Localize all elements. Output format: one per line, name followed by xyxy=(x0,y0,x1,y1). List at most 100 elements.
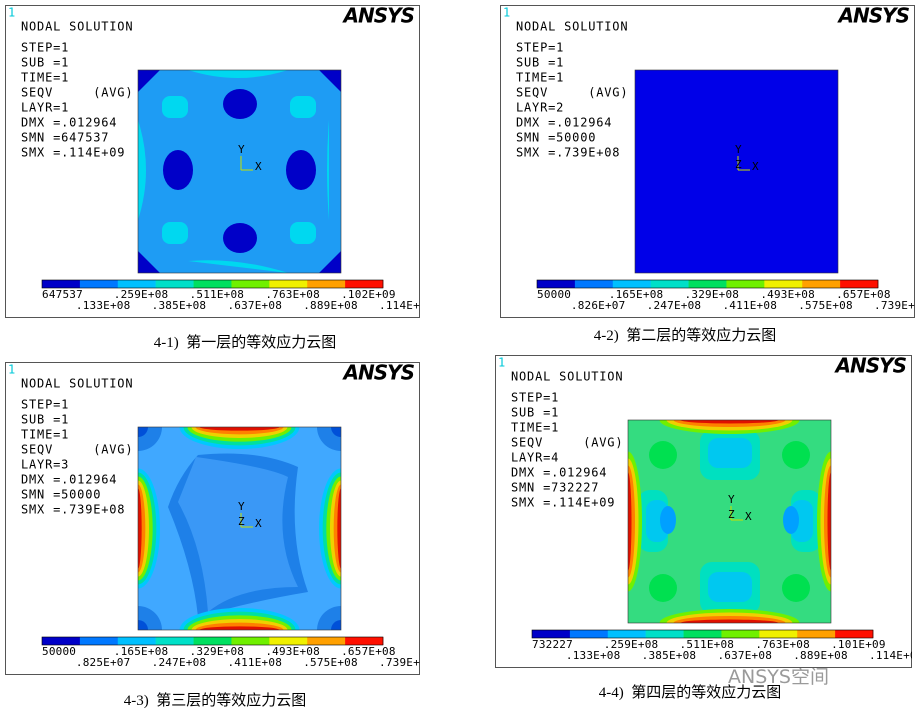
legend-label: .637E+08 xyxy=(717,649,772,662)
triad-label: Y xyxy=(238,143,245,156)
info-line: SUB =1 xyxy=(21,413,69,427)
legend-swatch xyxy=(726,280,765,288)
contour-corner xyxy=(138,251,160,273)
triad-label: X xyxy=(752,160,759,173)
contour-region xyxy=(178,457,298,612)
window-number: 1 xyxy=(498,356,506,370)
contour-band xyxy=(138,120,146,220)
contour-band xyxy=(628,472,632,571)
contour-blob xyxy=(782,574,810,602)
legend-border xyxy=(531,629,874,639)
contour-band xyxy=(327,120,329,220)
contour-blob xyxy=(783,506,799,534)
contour-blob xyxy=(290,222,316,244)
legend-label: .825E+07 xyxy=(76,656,131,669)
legend-swatch xyxy=(574,280,614,288)
legend-swatch xyxy=(835,630,874,638)
legend-label: .114E+09 xyxy=(379,299,420,312)
info-line: SEQV (AVG) xyxy=(511,436,623,450)
triad-label: Z xyxy=(728,508,735,521)
info-line: SMX =.739E+08 xyxy=(21,503,125,517)
legend-label: .763E+08 xyxy=(755,638,810,651)
legend-swatch xyxy=(764,280,803,288)
info-line: STEP=1 xyxy=(511,391,559,405)
legend-swatch xyxy=(193,280,232,288)
legend-swatch xyxy=(155,637,194,645)
legend-label: .511E+08 xyxy=(680,638,735,651)
contour-blob xyxy=(782,441,810,469)
info-line: SUB =1 xyxy=(516,56,564,70)
contour-band xyxy=(199,626,280,630)
contour-corner xyxy=(138,70,160,92)
legend-swatch xyxy=(42,280,81,288)
legend-label: .739E+08 xyxy=(874,299,915,312)
contour-blob xyxy=(649,441,677,469)
contour-plot xyxy=(628,420,831,623)
legend-swatch xyxy=(117,637,156,645)
info-line: STEP=1 xyxy=(21,41,69,55)
triad-label: Y xyxy=(238,500,245,513)
legend-swatch xyxy=(650,280,689,288)
legend-swatch xyxy=(607,630,646,638)
figure-caption: 4-2) 第二层的等效应力云图 xyxy=(593,328,777,344)
triad-label: Z xyxy=(238,515,245,528)
contour-blob xyxy=(223,223,257,253)
contour-blob xyxy=(649,574,677,602)
contour-band xyxy=(188,70,288,78)
figure-caption: 4-1) 第一层的等效应力云图 xyxy=(153,335,337,351)
info-line: TIME=1 xyxy=(21,428,69,442)
legend-label: .133E+08 xyxy=(566,649,621,662)
legend-label: .165E+08 xyxy=(609,288,664,301)
info-line: LAYR=4 xyxy=(511,451,559,465)
legend-swatch xyxy=(721,630,760,638)
legend-label: 50000 xyxy=(537,288,571,301)
logo: ANSYS xyxy=(836,5,909,28)
legend-swatch xyxy=(759,630,798,638)
legend-label: .385E+08 xyxy=(152,299,207,312)
logo: ANSYS xyxy=(341,5,414,28)
legend-swatch xyxy=(802,280,841,288)
triad-label: Z xyxy=(735,158,742,171)
contour-plot xyxy=(138,427,341,630)
window-number: 1 xyxy=(8,6,16,20)
legend-swatch xyxy=(193,637,232,645)
legend-swatch xyxy=(688,280,727,288)
legend-swatch xyxy=(797,630,836,638)
info-line: TIME=1 xyxy=(516,71,564,85)
legend-swatch xyxy=(269,637,308,645)
figure-caption: 4-3) 第三层的等效应力云图 xyxy=(123,693,307,709)
info-line: STEP=1 xyxy=(516,41,564,55)
legend-swatch xyxy=(645,630,684,638)
info-line: LAYR=3 xyxy=(21,458,69,472)
info-line: DMX =.012964 xyxy=(511,466,607,480)
legend-label: .763E+08 xyxy=(265,288,320,301)
window-number: 1 xyxy=(503,6,511,20)
header: NODAL SOLUTION xyxy=(21,377,133,391)
contour-border xyxy=(137,426,342,631)
info-line: LAYR=2 xyxy=(516,101,564,115)
legend-swatch xyxy=(537,280,576,288)
contour-band xyxy=(680,619,779,623)
legend-swatch xyxy=(345,280,384,288)
legend-swatch xyxy=(79,280,119,288)
legend-label: .826E+07 xyxy=(571,299,626,312)
contour-corner xyxy=(319,70,341,92)
legend-label: .385E+08 xyxy=(642,649,697,662)
legend-label: .247E+08 xyxy=(152,656,207,669)
triad-label: X xyxy=(745,510,752,523)
legend-label: .575E+08 xyxy=(303,656,358,669)
contour-blob xyxy=(163,150,193,190)
legend-swatch xyxy=(155,280,194,288)
legend-swatch xyxy=(231,637,270,645)
legend-label: .259E+08 xyxy=(114,288,169,301)
legend-label: .259E+08 xyxy=(604,638,659,651)
contour-corner xyxy=(138,620,148,630)
contour-band xyxy=(188,260,288,273)
legend-swatch xyxy=(42,637,81,645)
info-line: SMX =.114E+09 xyxy=(21,146,125,160)
logo: ANSYS xyxy=(341,362,414,385)
contour-blob xyxy=(162,222,188,244)
